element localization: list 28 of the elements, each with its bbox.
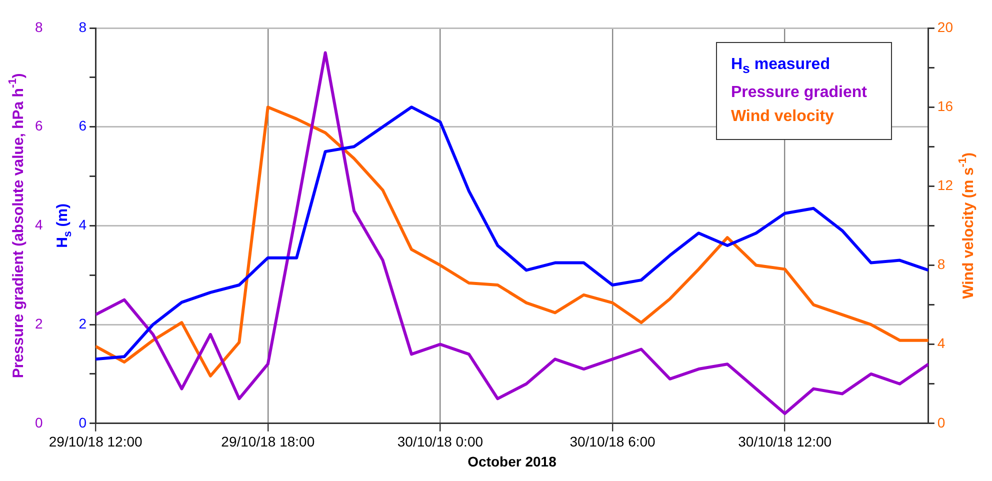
y-tick-label: 4 (34, 216, 43, 233)
y2-axis-title: Hs (m) (54, 203, 74, 248)
x-tick-label: 30/10/18 6:00 (570, 434, 656, 450)
x-axis-title: October 2018 (468, 453, 557, 470)
y-tick-label: 8 (34, 18, 43, 35)
y2-tick-label: 8 (78, 18, 87, 35)
y-axis-title: Pressure gradient (absolute value, hPa h-1) (7, 73, 28, 378)
x-tick-label: 30/10/18 12:00 (738, 434, 832, 450)
y2-tick-label: 6 (78, 118, 87, 134)
y3-tick-label: 12 (937, 177, 954, 194)
y3-tick-label: 4 (937, 335, 946, 352)
y3-axis-title: Wind velocity (m s-1) (957, 152, 978, 299)
y2-tick-label: 2 (78, 315, 87, 332)
x-tick-label: 29/10/18 12:00 (48, 434, 142, 450)
text: H$_{s}$ measured (730, 55, 831, 78)
text: Pressure gradient (730, 83, 867, 104)
y-tick-label: 6 (34, 118, 43, 134)
y-tick-label: 0 (34, 414, 43, 430)
y2-tick-label: 4 (78, 216, 87, 233)
y3-tick-label: 20 (937, 18, 954, 35)
text: Wind velocity (730, 107, 835, 128)
y3-tick-label: 0 (937, 414, 946, 430)
y2-tick-label: 0 (78, 414, 87, 430)
y3-tick-label: 8 (937, 256, 946, 272)
y-tick-label: 2 (34, 315, 43, 332)
x-tick-label: 29/10/18 18:00 (221, 434, 315, 450)
y3-tick-label: 16 (937, 98, 954, 114)
x-tick-label: 30/10/18 0:00 (397, 434, 484, 450)
